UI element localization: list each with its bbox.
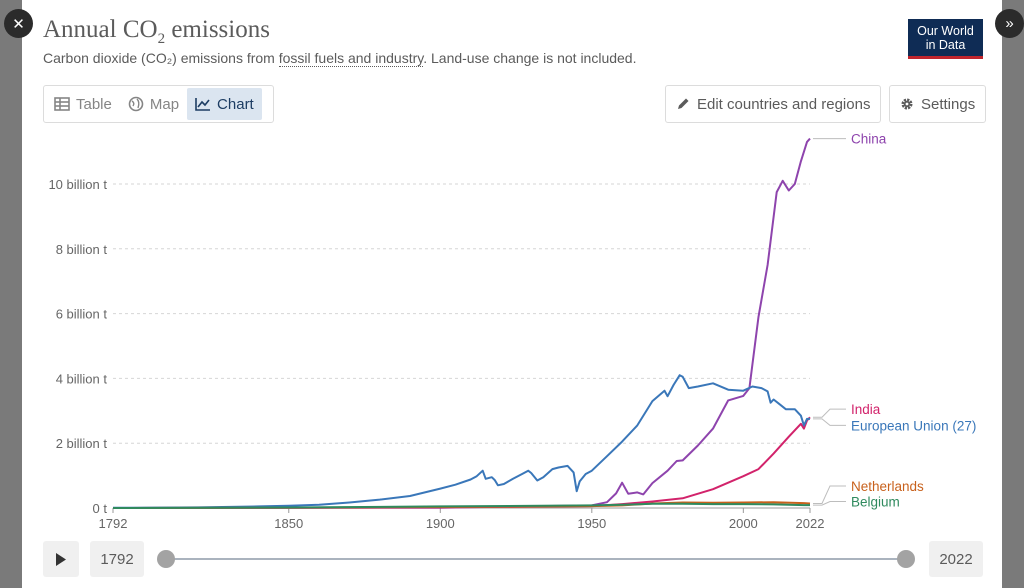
y-tick-label: 6 billion t [56,307,108,322]
edit-countries-label: Edit countries and regions [697,95,871,113]
play-button[interactable] [43,541,79,577]
timeline: 1792 2022 [43,541,983,577]
y-tick-label: 8 billion t [56,242,108,257]
x-tick-label: 1792 [99,516,128,531]
timeline-track[interactable] [167,558,907,560]
label-connector [813,418,846,426]
x-tick-label: 1950 [577,516,606,531]
tab-chart-label: Chart [217,95,254,113]
label-connector [813,501,846,506]
fossil-fuels-link[interactable]: fossil fuels and industry [278,50,424,67]
globe-icon [128,96,144,112]
tab-map-label: Map [149,95,180,113]
series-label: Netherlands [851,479,924,494]
x-tick-label: 1850 [274,516,303,531]
line-chart: 0 t 2 billion t 4 billion t 6 billion t 8 bi… [48,132,976,531]
series-label: European Union (27) [851,418,976,433]
settings-label: Settings [921,95,976,113]
x-tick-label: 2022 [796,516,825,531]
start-year-label: 1792 [100,550,134,568]
series-line-belgium [112,502,810,509]
owid-logo[interactable]: Our World in Data [908,19,983,59]
series-label: China [851,132,887,147]
end-year-label: 2022 [939,550,973,568]
line-chart-icon [195,98,211,111]
edit-countries-button[interactable]: Edit countries and regions [665,85,882,123]
y-tick-label: 2 billion t [56,436,108,451]
series-label: Belgium [851,495,900,510]
series-line-china [112,137,811,509]
x-tick-label: 1900 [426,516,455,531]
series-label: India [851,402,881,417]
tab-table-label: Table [76,95,112,113]
double-chevron-right-icon: » [1005,15,1014,32]
gear-icon [901,98,913,110]
view-tabs: Table Map Chart [43,85,274,123]
expand-button[interactable]: » [995,9,1024,38]
play-icon [56,552,66,566]
close-icon: ✕ [12,15,25,33]
chart-subtitle: Carbon dioxide (CO₂) emissions from foss… [43,50,637,67]
start-year-box[interactable]: 1792 [90,541,144,577]
series-line-india [112,416,811,509]
tab-map[interactable]: Map [120,88,187,120]
y-tick-label: 0 t [93,501,108,516]
label-connector [813,408,846,418]
label-connector [813,485,846,504]
y-tick-label: 4 billion t [56,371,108,386]
settings-button[interactable]: Settings [889,85,987,123]
series-line-european-union-27- [113,374,810,509]
end-handle[interactable] [897,550,915,568]
chart-title: Annual CO2 emissions [43,16,270,47]
tab-table[interactable]: Table [46,88,120,120]
table-icon [54,97,70,111]
pencil-icon [678,98,689,109]
start-handle[interactable] [157,550,175,568]
tab-chart[interactable]: Chart [187,88,262,120]
x-tick-label: 2000 [729,516,758,531]
y-tick-label: 10 billion t [48,177,107,192]
close-button[interactable]: ✕ [4,9,33,38]
end-year-box[interactable]: 2022 [929,541,983,577]
